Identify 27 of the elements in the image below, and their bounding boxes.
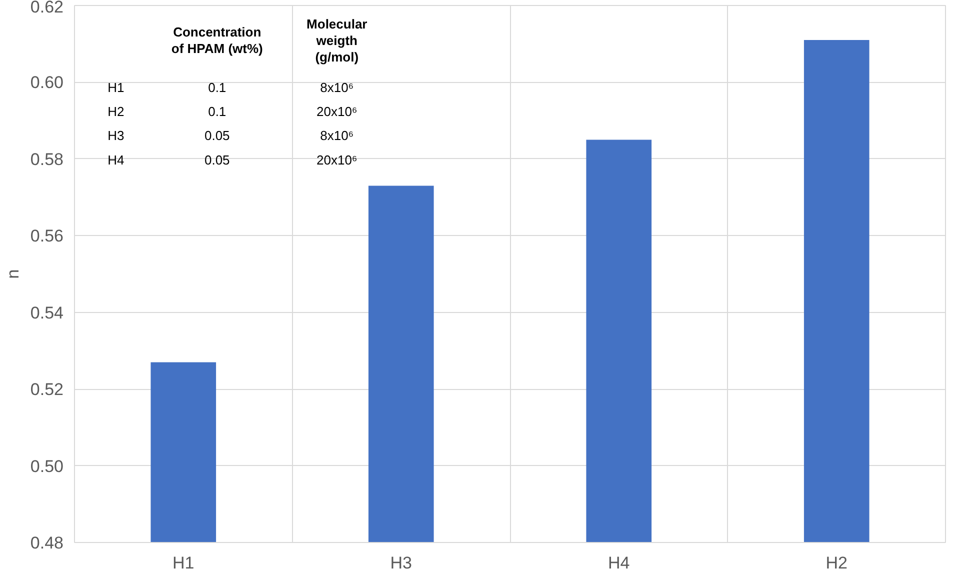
annotation: 0.05 <box>204 152 230 168</box>
y-tick-label: 0.62 <box>30 0 64 16</box>
y-tick-label: 0.56 <box>30 226 64 246</box>
annotation: H3 <box>108 128 124 144</box>
y-tick-label: 0.48 <box>30 534 64 552</box>
annotation: H4 <box>108 152 124 168</box>
x-tick-label: H1 <box>172 554 194 572</box>
y-tick-label: 0.54 <box>30 303 64 322</box>
annotation: 20x10⁶ <box>316 104 358 120</box>
x-tick-label: H3 <box>390 554 412 572</box>
x-tick-label: H4 <box>608 554 630 572</box>
y-axis-title: n <box>3 269 22 279</box>
annotation: 0.1 <box>208 80 226 95</box>
annotation: Concentration of HPAM (wt%) <box>171 24 263 56</box>
y-tick-label: 0.52 <box>30 380 64 400</box>
annotation: H1 <box>108 80 124 95</box>
annotation: 20x10⁶ <box>316 152 358 168</box>
y-tick-label: 0.50 <box>30 456 64 476</box>
y-tick-label: 0.58 <box>30 150 64 169</box>
annotation: Molecular weigth (g/mol) <box>306 16 368 64</box>
annotation: 0.05 <box>204 128 230 144</box>
annotation: 0.1 <box>208 104 226 120</box>
annotation: 8x10⁶ <box>320 80 354 95</box>
y-tick-label: 0.60 <box>30 73 64 92</box>
annotation: H2 <box>108 104 124 120</box>
x-tick-label: H2 <box>826 554 848 572</box>
annotation: 8x10⁶ <box>320 128 354 144</box>
